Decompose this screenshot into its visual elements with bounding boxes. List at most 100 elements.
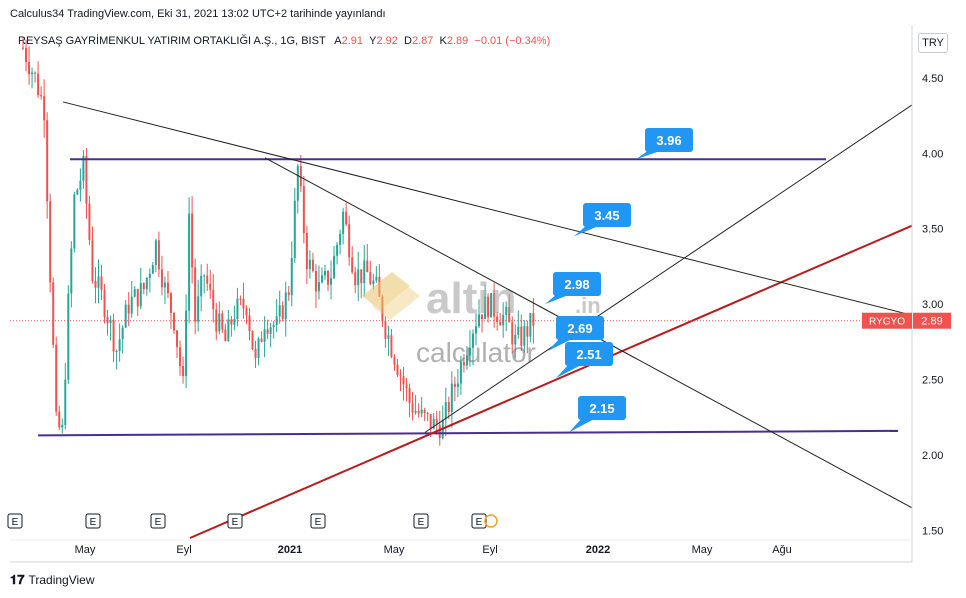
candle-body: [236, 298, 239, 319]
x-tick-label: May: [384, 544, 405, 556]
candle-body: [508, 307, 511, 323]
candle-body: [493, 293, 496, 317]
ohlc-close: 2.89: [446, 35, 469, 47]
candle-body: [127, 304, 130, 314]
candle-body: [176, 330, 179, 348]
y-tick-label: 2.00: [922, 450, 943, 462]
last-price-label: 2.89: [921, 316, 942, 328]
candle-body: [106, 317, 109, 324]
x-tick-label: Ağu: [772, 544, 792, 556]
candle-body: [58, 411, 61, 428]
candle-body: [336, 244, 339, 256]
candle-body: [182, 366, 185, 377]
earnings-marker-label: E: [12, 517, 19, 528]
candle-body: [499, 322, 502, 326]
candle-body: [79, 180, 82, 190]
candle-body: [432, 418, 435, 429]
candle-body: [37, 73, 40, 96]
candle-body: [115, 350, 118, 352]
trend-lines: [10, 101, 913, 539]
candle-body: [130, 296, 133, 314]
candle-body: [200, 275, 203, 297]
candle-body: [511, 322, 514, 345]
candle-body: [142, 283, 145, 290]
annotation-box: [565, 342, 613, 366]
candle-body: [100, 276, 103, 290]
instrument-legend: REYSAŞ GAYRİMENKUL YATIRIM ORTAKLIĞI A.Ş…: [18, 35, 550, 47]
candle-body: [308, 259, 311, 270]
candle-body: [154, 240, 157, 265]
tradingview-footer[interactable]: 𝟏𝟕 TradingView: [10, 572, 95, 588]
candle-body: [227, 319, 230, 342]
candle-body: [484, 296, 487, 320]
candle-body: [94, 281, 97, 288]
earnings-marker: [413, 513, 429, 529]
candle-body: [302, 185, 305, 234]
candle-body: [185, 310, 188, 377]
candle-body: [435, 418, 438, 425]
candle-body: [327, 270, 330, 285]
annotation-label: 2.98: [564, 277, 589, 292]
candle-body: [305, 233, 308, 270]
candle-body: [471, 333, 474, 348]
annotation-pointer: [636, 150, 663, 160]
earnings-marker: [471, 513, 487, 529]
candle-body: [230, 319, 233, 325]
candle-body: [348, 224, 351, 258]
candle-body: [311, 259, 314, 271]
candle-body: [263, 329, 266, 342]
candle-body: [278, 305, 281, 317]
candle-body: [163, 282, 166, 288]
candle-body: [169, 293, 172, 313]
candle-body: [375, 276, 378, 281]
candle-body: [532, 313, 535, 326]
candle-body: [248, 315, 251, 332]
ohlc-k-label: K: [439, 35, 447, 47]
candle-body: [490, 293, 493, 318]
earnings-marker: [227, 513, 243, 529]
candles: [22, 37, 535, 446]
candle-body: [360, 269, 363, 283]
instrument-name: REYSAŞ GAYRİMENKUL YATIRIM ORTAKLIĞI A.Ş…: [18, 35, 326, 47]
candle-body: [450, 383, 453, 413]
annotation-pointer: [574, 225, 601, 237]
annotation-pointer: [548, 338, 574, 351]
candle-body: [188, 213, 191, 311]
candle-body: [124, 304, 127, 328]
candle-body: [396, 364, 399, 376]
y-tick-label: 4.00: [922, 148, 943, 160]
candle-body: [166, 282, 169, 294]
currency-button[interactable]: TRY: [918, 33, 948, 53]
candle-body: [408, 388, 411, 404]
candle-body: [197, 296, 200, 322]
candle-body: [212, 289, 215, 310]
candle-body: [357, 269, 360, 286]
candle-body: [462, 362, 465, 366]
ohlc-change: −0.01 (−0.34%): [474, 35, 551, 47]
candle-body: [523, 326, 526, 346]
support-line-2-15: [37, 429, 899, 437]
annotation-box: [553, 272, 601, 296]
candle-body: [314, 270, 317, 292]
candle-body: [269, 327, 272, 334]
candle-body: [339, 233, 342, 245]
candle-body: [453, 383, 456, 387]
candle-body: [133, 289, 136, 297]
candle-body: [239, 298, 242, 300]
y-tick-label: 1.50: [922, 525, 943, 537]
annotation-box: [583, 203, 631, 227]
candle-body: [366, 260, 369, 273]
publish-line: Calculus34 TradingView.com, Eki 31, 2021…: [10, 8, 386, 20]
candle-body: [487, 296, 490, 318]
symbol-tag: RYGYO: [869, 317, 905, 328]
candle-body: [22, 47, 24, 49]
candle-body: [517, 326, 520, 335]
earnings-marker-label: E: [476, 517, 483, 528]
annotation-label: 2.51: [576, 347, 601, 362]
candle-body: [160, 269, 163, 288]
candle-body: [402, 376, 405, 385]
candle-body: [393, 356, 396, 365]
candle-body: [194, 267, 197, 322]
candle-body: [423, 409, 426, 413]
